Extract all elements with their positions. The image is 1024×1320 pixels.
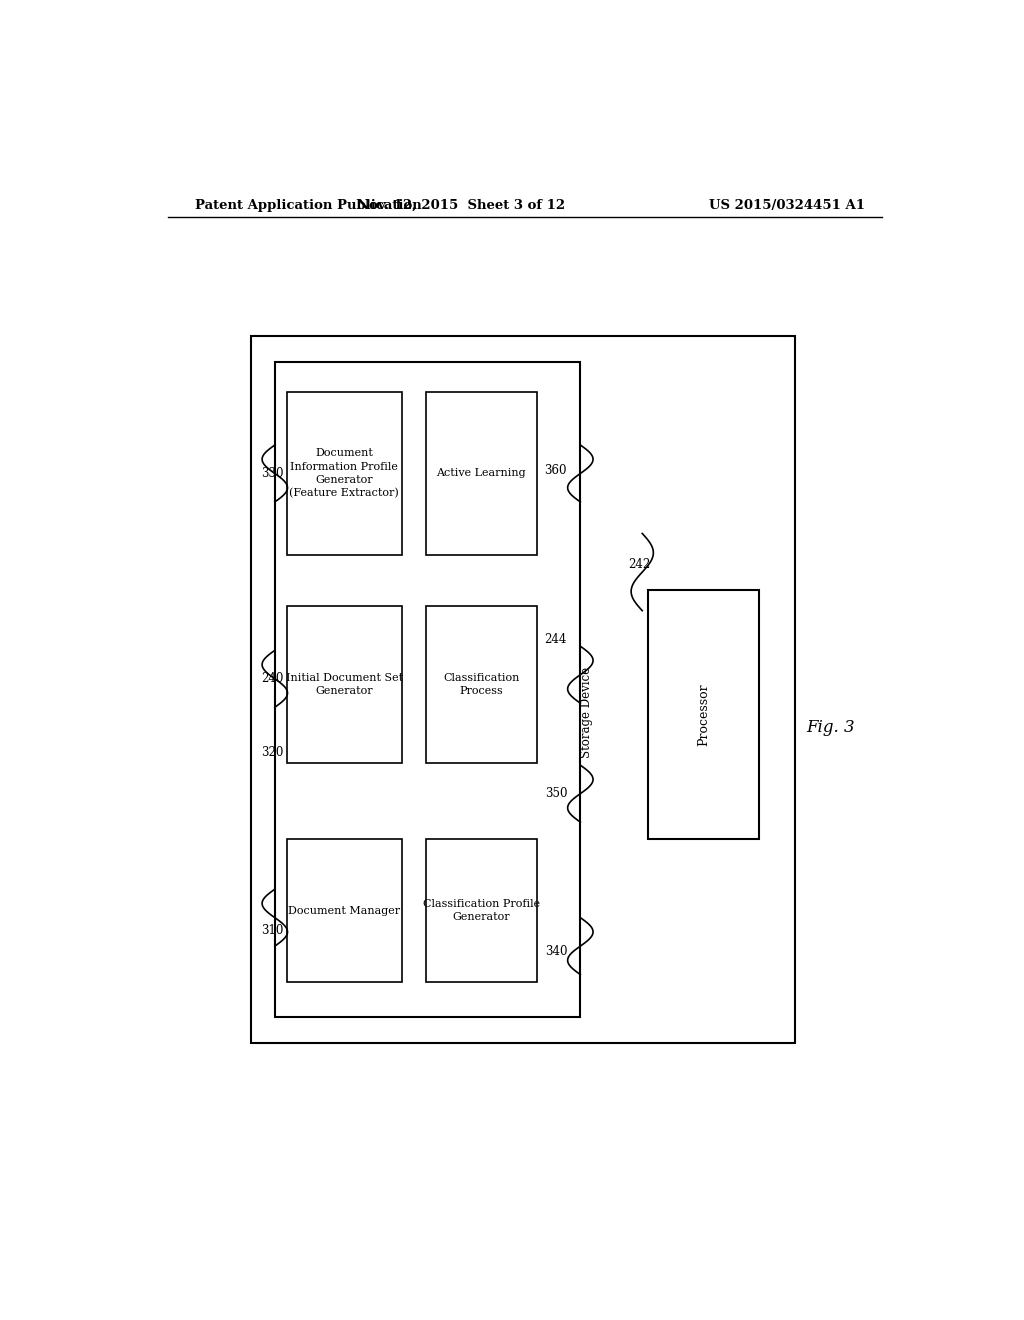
- Text: Patent Application Publication: Patent Application Publication: [196, 198, 422, 211]
- Bar: [287, 606, 401, 763]
- Bar: [287, 392, 401, 554]
- Bar: [274, 362, 581, 1018]
- Text: Active Learning: Active Learning: [436, 469, 526, 478]
- Text: Classification Profile
Generator: Classification Profile Generator: [423, 899, 540, 923]
- Text: Document
Information Profile
Generator
(Feature Extractor): Document Information Profile Generator (…: [290, 449, 399, 499]
- Text: Initial Document Set
Generator: Initial Document Set Generator: [286, 673, 402, 696]
- Text: Document Manager: Document Manager: [288, 906, 400, 916]
- Bar: [251, 337, 795, 1043]
- Text: US 2015/0324451 A1: US 2015/0324451 A1: [709, 198, 864, 211]
- Text: 320: 320: [261, 747, 284, 759]
- Text: 310: 310: [261, 924, 284, 937]
- Bar: [426, 606, 537, 763]
- Text: 240: 240: [261, 672, 284, 685]
- Bar: [287, 840, 401, 982]
- Text: Nov. 12, 2015  Sheet 3 of 12: Nov. 12, 2015 Sheet 3 of 12: [357, 198, 565, 211]
- Text: 242: 242: [628, 558, 650, 572]
- Text: Classification
Process: Classification Process: [443, 673, 519, 696]
- Text: 350: 350: [545, 787, 567, 800]
- Text: Storage Device: Storage Device: [581, 667, 593, 758]
- Text: Fig. 3: Fig. 3: [806, 719, 855, 737]
- Bar: [648, 590, 759, 840]
- Text: 330: 330: [261, 467, 284, 480]
- Text: 340: 340: [545, 945, 567, 958]
- Bar: [426, 840, 537, 982]
- Bar: [426, 392, 537, 554]
- Text: Processor: Processor: [697, 684, 710, 746]
- Text: 360: 360: [544, 463, 566, 477]
- Text: 244: 244: [545, 632, 567, 645]
